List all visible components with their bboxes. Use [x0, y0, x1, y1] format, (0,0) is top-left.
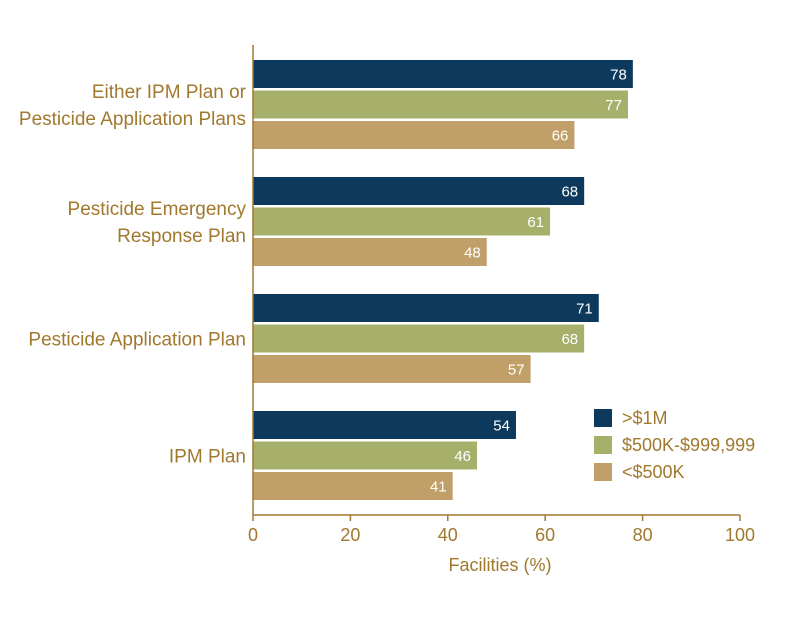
bar: [253, 238, 487, 266]
bar: [253, 324, 585, 353]
bar: [253, 121, 575, 149]
category-label: IPM Plan: [169, 447, 246, 468]
bar: [253, 472, 453, 500]
bar: [253, 355, 531, 383]
category-label: Either IPM Plan or: [92, 82, 247, 103]
bars-group: [253, 60, 633, 500]
bar-value-label: 46: [454, 448, 471, 465]
category-label: Pesticide Emergency: [68, 199, 247, 220]
x-tick-label: 0: [248, 525, 258, 545]
category-label: Pesticide Application Plans: [19, 109, 246, 130]
bar-value-label: 48: [464, 245, 481, 262]
x-tick-label: 20: [340, 525, 360, 545]
bar-value-label: 54: [493, 418, 510, 435]
bar: [253, 60, 633, 88]
bar-value-label: 77: [605, 97, 622, 114]
bar-value-label: 61: [527, 214, 544, 231]
bar: [253, 441, 478, 470]
legend-swatch: [594, 409, 612, 427]
bar-value-label: 68: [561, 184, 578, 201]
legend: >$1M $500K-$999,999 <$500K: [594, 408, 755, 482]
bar-value-label: 68: [561, 331, 578, 348]
bar: [253, 207, 551, 236]
category-labels-group: Either IPM Plan or Pesticide Application …: [19, 82, 247, 468]
x-tick-label: 100: [725, 525, 755, 545]
x-tick-label: 40: [438, 525, 458, 545]
x-tick-label: 80: [633, 525, 653, 545]
legend-label: $500K-$999,999: [622, 435, 755, 455]
legend-label: <$500K: [622, 462, 685, 482]
category-label: Pesticide Application Plan: [28, 330, 246, 351]
legend-label: >$1M: [622, 408, 668, 428]
category-label: Response Plan: [117, 226, 246, 247]
bar-value-label: 71: [576, 301, 593, 318]
bar: [253, 294, 599, 322]
x-tick-label: 60: [535, 525, 555, 545]
x-ticks-group: 0 20 40 60 80 100: [248, 515, 755, 545]
bar-value-label: 41: [430, 479, 447, 496]
legend-swatch: [594, 436, 612, 454]
bar-value-label: 78: [610, 67, 627, 84]
bar: [253, 411, 516, 439]
legend-swatch: [594, 463, 612, 481]
bar-labels-group: 78 77 66 68 61 48 71 68 57 54 46 41: [430, 67, 627, 496]
bar-value-label: 66: [552, 128, 569, 145]
bar: [253, 177, 585, 205]
x-axis-title: Facilities (%): [448, 555, 551, 575]
bar-value-label: 57: [508, 362, 525, 379]
bar: [253, 90, 628, 119]
